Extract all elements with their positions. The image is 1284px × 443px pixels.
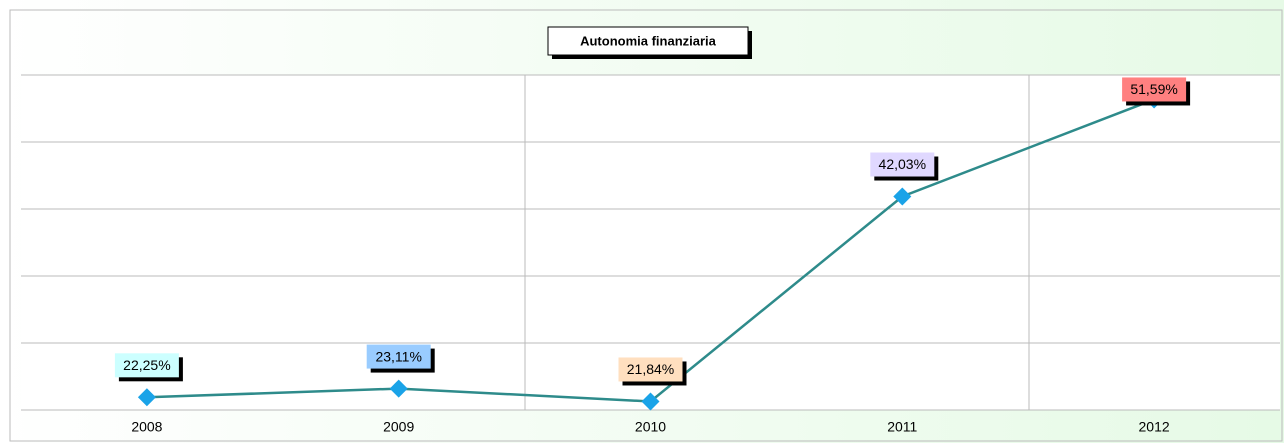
x-tick-label: 2011	[887, 419, 917, 435]
point-marker	[641, 392, 660, 411]
x-tick-label: 2010	[635, 419, 666, 435]
value-label: 21,84%	[627, 361, 674, 377]
value-label: 23,11%	[375, 348, 421, 364]
point-marker	[389, 379, 408, 398]
x-tick-label: 2012	[1139, 419, 1170, 435]
value-label-box	[114, 353, 179, 378]
value-label: 22,25%	[123, 357, 170, 373]
value-label: 51,59%	[1130, 81, 1177, 97]
value-label: 42,03%	[879, 156, 926, 172]
point-marker	[137, 388, 156, 407]
value-label-box	[618, 357, 683, 382]
title-box	[547, 26, 749, 56]
point-marker	[893, 187, 912, 206]
x-tick-label: 2008	[131, 419, 162, 435]
x-tick-label: 2009	[383, 419, 414, 435]
value-label-box	[870, 152, 935, 177]
chart-title: Autonomia finanziaria	[580, 33, 717, 48]
value-label-box	[1122, 77, 1187, 102]
frame	[9, 9, 1283, 442]
value-label-box	[366, 344, 431, 369]
